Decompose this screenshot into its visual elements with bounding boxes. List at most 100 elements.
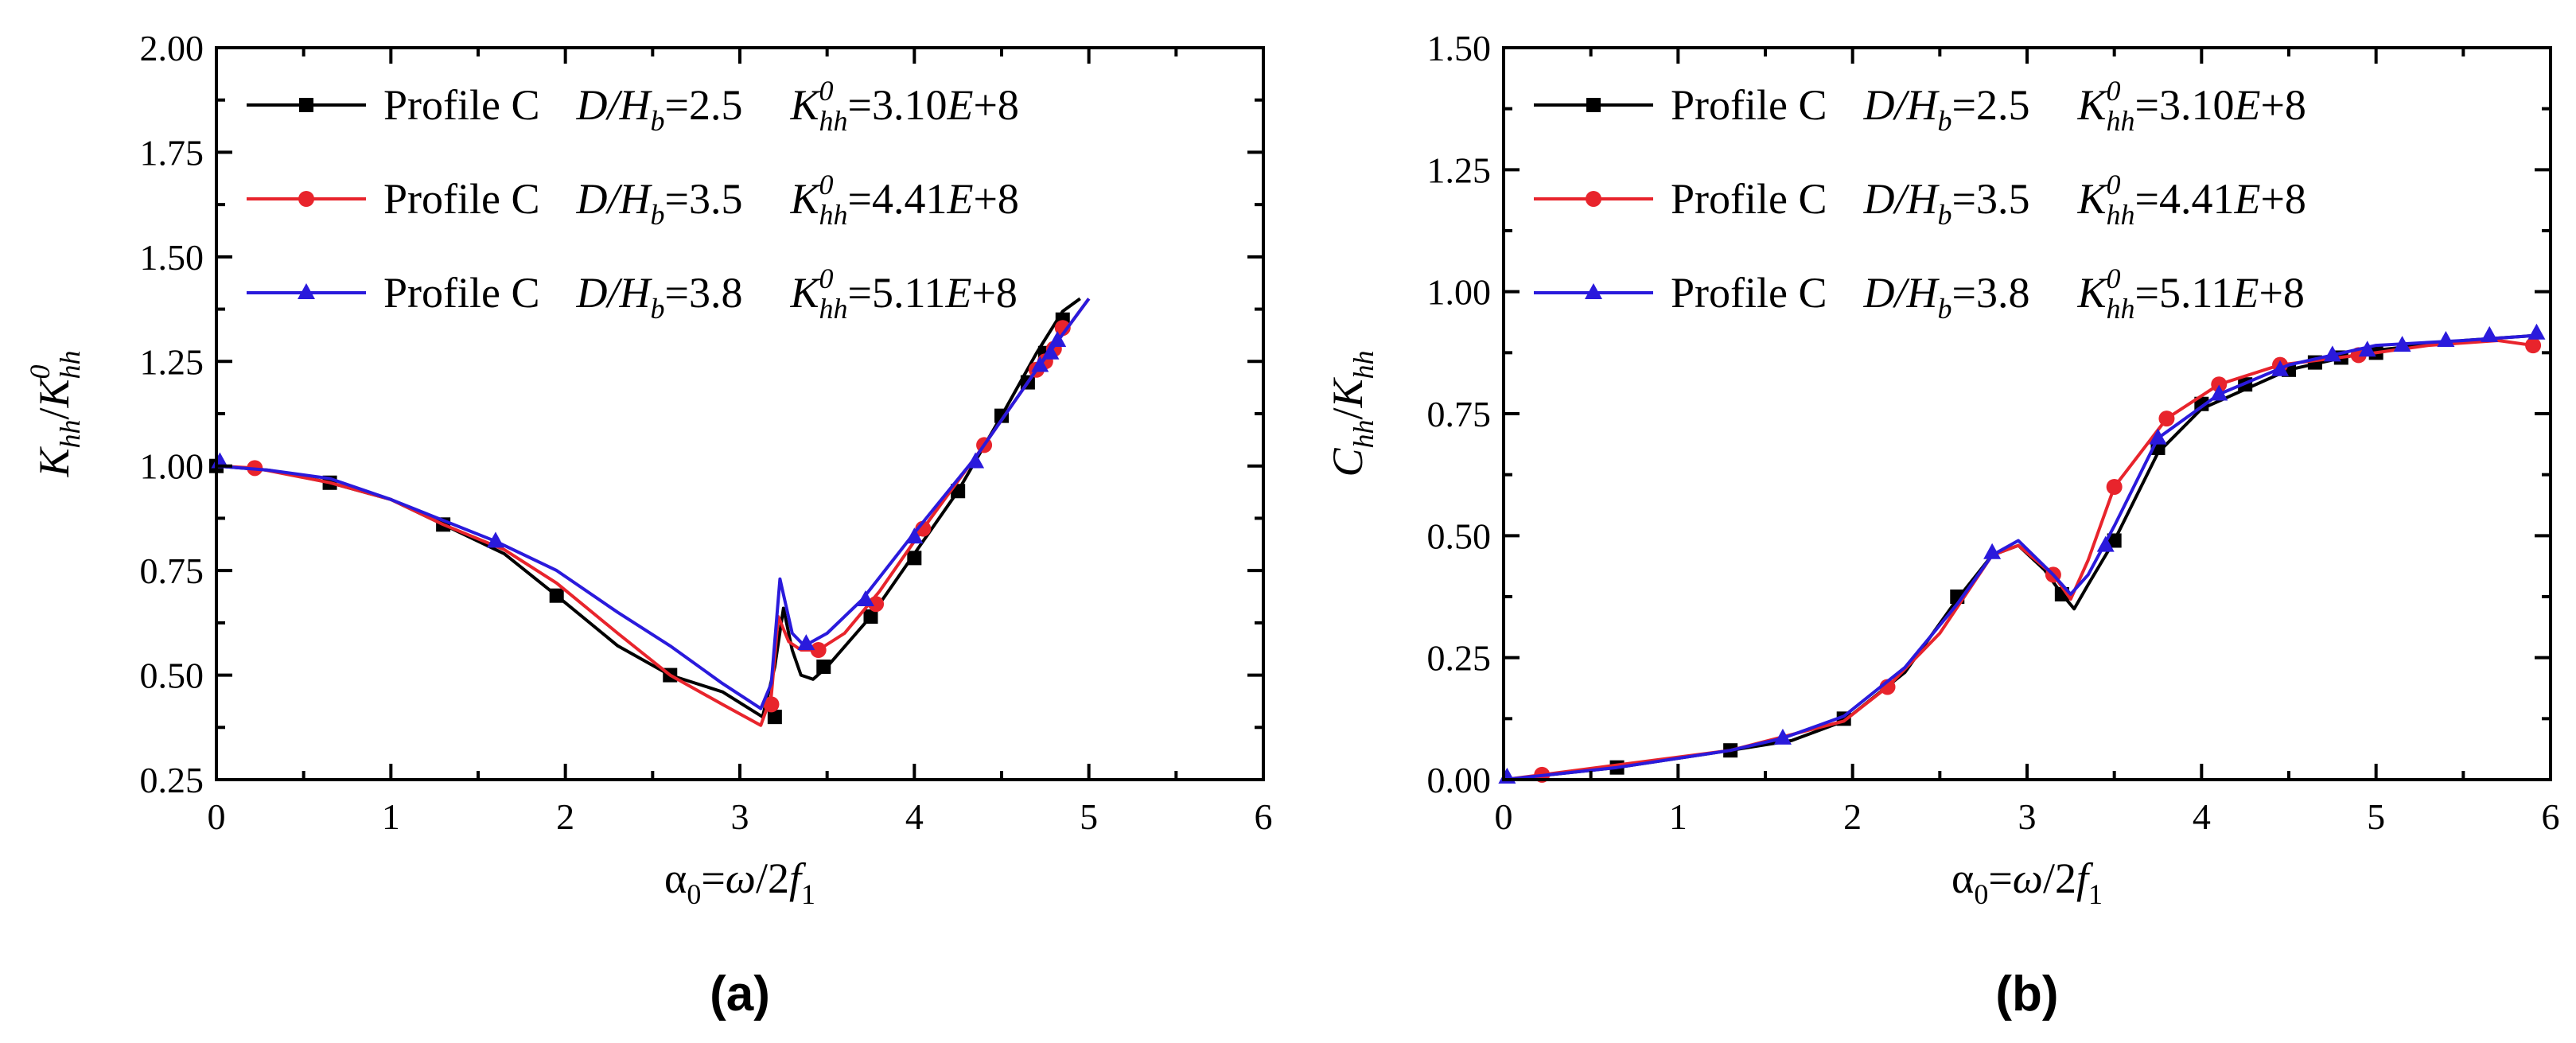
panel-a-plot-frame (215, 46, 1265, 781)
x-tick-label: 2 (556, 796, 574, 837)
y-tick-label: 0.50 (1427, 516, 1492, 556)
panel-a-series-layer (209, 297, 1091, 727)
panel-b-series-layer (1498, 323, 2546, 784)
legend-0-marker (1586, 98, 1601, 112)
legend-profile: Profile C (1671, 81, 1827, 129)
y-title-k2-sub: hh (54, 350, 86, 379)
x-title-alpha: α (664, 854, 687, 902)
legend-k-value: =3.10 (848, 81, 948, 129)
legend-k-exp: E (946, 175, 973, 223)
panel-b-x-axis-title: α0=ω/2f1 (1951, 854, 2103, 910)
series-2-marker (2271, 360, 2290, 376)
legend-ratio-name: D/H (576, 81, 653, 129)
legend-profile: Profile C (383, 81, 540, 129)
legend-k-exp: E (944, 269, 971, 317)
legend-ratio-name: D/H (576, 269, 653, 317)
series-2-marker (1031, 356, 1049, 372)
panel-b-chart: 0 1 2 3 4 5 6 0.00 0.25 0.50 0.75 1.00 1.25 1.50 Prof… (1324, 28, 2560, 1022)
series-2-marker (2437, 331, 2455, 347)
series-2-marker (2393, 336, 2411, 352)
series-2-marker (2358, 341, 2376, 357)
series-2-marker (905, 527, 924, 544)
series-2-marker (2210, 384, 2228, 401)
legend-ratio-sub: b (651, 105, 665, 137)
series-2-marker (1773, 728, 1792, 745)
y-title-k-sub: hh (1348, 350, 1379, 379)
y-tick-label: 2.00 (140, 28, 204, 68)
series-1-marker (868, 596, 885, 613)
legend-k-exp-value: +8 (2260, 175, 2306, 223)
series-2-marker (1041, 343, 1060, 360)
panel-a-ticks: 0 1 2 3 4 5 6 0.25 0.50 0.75 1.00 1.25 1.50 1.75 2.00 (140, 28, 1273, 837)
x-tick-label: 1 (1669, 796, 1687, 837)
x-tick-label: 6 (2542, 796, 2560, 837)
panel-b-label: (b) (1995, 967, 2058, 1022)
legend-k-exp-value: +8 (973, 175, 1018, 223)
x-title-slash: /2 (756, 854, 789, 902)
series-0-line (1503, 333, 2534, 781)
legend-2-marker (1585, 283, 1602, 299)
legend-k-sup: 0 (2107, 75, 2121, 107)
y-tick-label: 1.50 (1427, 28, 1492, 68)
x-title-omega: ω (2013, 854, 2043, 902)
series-2-marker (2149, 428, 2167, 445)
x-tick-label: 2 (1843, 796, 1862, 837)
legend-ratio-value: =3.8 (665, 269, 743, 317)
series-1-marker (810, 642, 827, 659)
x-title-slash: /2 (2043, 854, 2076, 902)
x-tick-label: 6 (1255, 796, 1273, 837)
legend-k-exp: E (946, 81, 973, 129)
series-2-marker (2096, 535, 2115, 552)
y-tick-label: 0.75 (1427, 394, 1492, 434)
series-0-marker (863, 609, 878, 624)
legend-0-label: Profile C D/Hb=2.5 K0 hh=3.10E+8 (383, 75, 1019, 137)
series-1-line (216, 298, 1091, 727)
series-0-line (216, 297, 1081, 719)
series-1-line (1503, 339, 2534, 781)
series-1-marker (2106, 479, 2123, 495)
legend-ratio-value: =3.5 (1952, 175, 2030, 223)
legend-ratio-sub: b (651, 199, 665, 231)
x-tick-label: 3 (2018, 796, 2037, 837)
series-2-line (216, 298, 1091, 710)
legend-k-exp-value: +8 (971, 269, 1017, 317)
legend-k-name: K (789, 269, 821, 317)
legend-k-exp-value: +8 (973, 81, 1018, 129)
legend-ratio-sub: b (1938, 293, 1952, 325)
panel-a-label: (a) (710, 967, 770, 1022)
legend-profile: Profile C (1671, 175, 1827, 223)
legend-ratio-value: =2.5 (665, 81, 743, 129)
legend-ratio-sub: b (651, 293, 665, 325)
x-title-f-sub: 1 (801, 878, 815, 910)
legend-k-exp: E (2233, 175, 2260, 223)
series-0-marker (816, 660, 831, 675)
y-tick-label: 0.50 (140, 656, 204, 696)
legend-1-label: Profile C D/Hb=3.5 K0 hh=4.41E+8 (383, 169, 1019, 231)
legend-0-label: Profile C D/Hb=2.5 K0 hh=3.10E+8 (1671, 75, 2306, 137)
y-tick-label: 1.25 (1427, 150, 1492, 190)
x-tick-label: 5 (2367, 796, 2385, 837)
series-2-marker (486, 531, 504, 548)
legend-k-value: =4.41 (2135, 175, 2235, 223)
series-2-marker (797, 634, 815, 651)
legend-0-marker (299, 98, 313, 112)
series-2-marker (1983, 543, 2002, 559)
y-tick-label: 0.25 (140, 760, 204, 800)
x-tick-label: 4 (2193, 796, 2211, 837)
legend-k-value: =5.11 (2135, 269, 2233, 317)
x-title-eq: = (701, 854, 725, 902)
y-title-k2: K (30, 376, 78, 408)
x-tick-label: 0 (1495, 796, 1513, 837)
series-0-marker (907, 551, 922, 566)
series-0-marker (767, 710, 782, 725)
legend-k-exp: E (2232, 269, 2259, 317)
legend-1-marker (298, 191, 314, 207)
panel-a-chart: 0 1 2 3 4 5 60.250.500.751.001.251.501.752.00 … (24, 28, 1273, 1022)
legend-profile: Profile C (1671, 269, 1827, 317)
panel-b-plot-frame (1502, 46, 2552, 781)
y-title-c-sub: hh (1348, 420, 1379, 449)
y-tick-label: 1.75 (140, 132, 204, 173)
y-title-k-sub: hh (54, 420, 86, 449)
